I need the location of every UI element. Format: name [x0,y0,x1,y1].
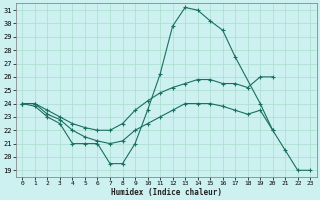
X-axis label: Humidex (Indice chaleur): Humidex (Indice chaleur) [111,188,222,197]
